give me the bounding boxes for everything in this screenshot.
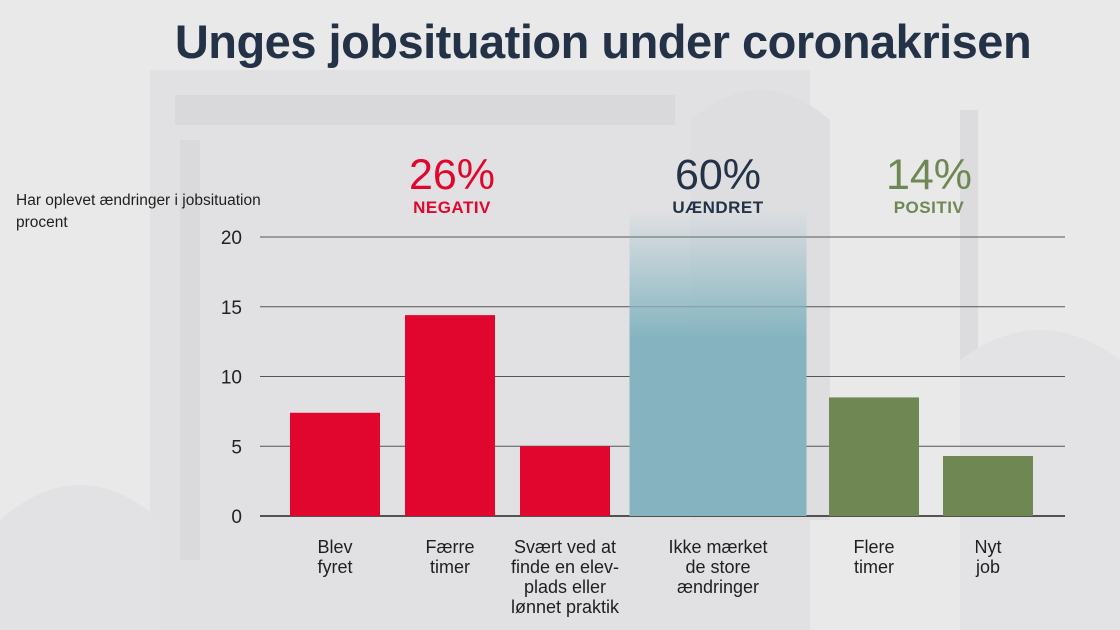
negative-percent: 26% (408, 151, 496, 199)
group-header-negative: 26% NEGATIV (352, 153, 552, 218)
x-category-label: Nyt job (974, 537, 1002, 577)
bar-6 (943, 456, 1033, 516)
unchanged-percent: 60% (674, 151, 762, 199)
bar-2 (405, 315, 495, 516)
y-axis-label: Har oplevet ændringer i jobsituation pro… (16, 190, 261, 234)
positive-label: POSITIV (893, 198, 965, 217)
x-category-label: Flere timer (853, 537, 895, 577)
bar-5 (829, 397, 919, 516)
y-tick-label: 0 (231, 507, 242, 528)
positive-percent: 14% (885, 151, 973, 199)
y-tick-label: 15 (221, 298, 242, 319)
y-tick-label: 10 (221, 368, 242, 389)
y-axis-label-line-2: procent (16, 214, 68, 231)
bar-3 (520, 446, 610, 516)
page-title: Unges jobsituation under coronakrisen (174, 15, 1032, 68)
y-tick-label: 20 (221, 228, 242, 249)
group-header-positive: 14% POSITIV (829, 153, 1029, 218)
x-category-label: Blev fyret (317, 537, 353, 577)
negative-label: NEGATIV (413, 198, 491, 217)
bar-1 (290, 412, 380, 516)
bar-4 (629, 209, 807, 516)
x-category-label: Ikke mærket de store ændringer (668, 537, 768, 597)
y-tick-label: 5 (231, 437, 242, 458)
y-axis-label-line-1: Har oplevet ændringer i jobsituation (16, 192, 261, 209)
x-category-label: Færre timer (425, 537, 475, 577)
x-category-label: Svært ved at finde en elev- plads eller … (510, 537, 620, 617)
